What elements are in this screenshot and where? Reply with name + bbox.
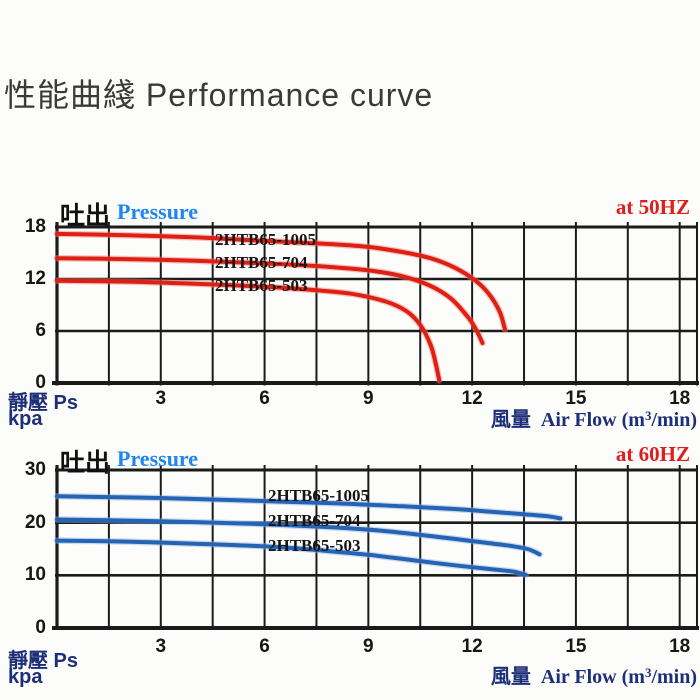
curve-2HTB65-503-50hz <box>55 278 442 383</box>
y-tick-label-50hz: 12 <box>24 267 46 289</box>
curve-2HTB65-1005-50hz <box>55 231 507 332</box>
airflow-cjk: 風量 <box>490 666 531 688</box>
series-label-2HTB65-503-50hz: 2HTB65-503 <box>215 276 308 295</box>
airflow-pre: Air Flow (m <box>540 666 645 688</box>
static-pressure-label-60hz: 靜壓 Ps <box>8 650 79 672</box>
pressure-label-en-60hz: Pressure <box>117 446 199 471</box>
series-label-2HTB65-704-50hz: 2HTB65-704 <box>215 253 308 272</box>
x-tick-label-50hz: 6 <box>259 388 270 409</box>
y-tick-label-50hz: 6 <box>35 319 46 341</box>
airflow-post: /min) <box>651 409 697 431</box>
curve-2HTB65-1005-60hz <box>55 494 563 521</box>
series-label-2HTB65-1005-50hz: 2HTB65-1005 <box>215 230 317 249</box>
series-label-2HTB65-503-60hz: 2HTB65-503 <box>268 536 361 555</box>
static-pressure-label-50hz: 靜壓 Ps <box>8 392 79 414</box>
pressure-label-en-50hz: Pressure <box>117 199 199 224</box>
pressure-label-cjk-50hz: 吐出 <box>60 202 111 230</box>
airflow-axis-label-60hz: 風量 Air Flow (m3/min) <box>491 660 697 689</box>
y-tick-label-60hz: 10 <box>24 564 46 586</box>
curve-2HTB65-704-60hz <box>55 517 542 557</box>
y-tick-label-50hz: 18 <box>24 215 46 237</box>
x-tick-label-60hz: 18 <box>669 636 691 657</box>
kpa-unit-label-50hz: kpa <box>8 408 43 430</box>
series-label-2HTB65-1005-60hz: 2HTB65-1005 <box>268 486 370 505</box>
x-tick-label-50hz: 9 <box>363 388 374 409</box>
frequency-label-60hz: at 60HZ <box>615 442 690 466</box>
pressure-label-cjk-60hz: 吐出 <box>60 449 111 477</box>
x-tick-label-50hz: 15 <box>565 388 587 409</box>
kpa-unit-label-60hz: kpa <box>8 666 43 688</box>
x-tick-label-60hz: 3 <box>155 636 167 657</box>
airflow-pre: Air Flow (m <box>540 409 645 431</box>
x-tick-label-60hz: 12 <box>461 636 483 657</box>
x-tick-label-50hz: 18 <box>669 388 691 409</box>
x-tick-label-50hz: 3 <box>155 388 167 409</box>
x-tick-label-60hz: 6 <box>259 636 270 657</box>
y-tick-label-60hz: 0 <box>35 617 46 638</box>
y-tick-label-60hz: 30 <box>24 458 46 480</box>
curve-2HTB65-704-50hz <box>55 256 485 346</box>
x-tick-label-60hz: 9 <box>363 636 374 657</box>
y-tick-label-50hz: 0 <box>35 372 46 393</box>
frequency-label-50hz: at 50HZ <box>615 195 690 219</box>
y-tick-label-60hz: 20 <box>24 511 46 533</box>
airflow-cjk: 風量 <box>490 409 531 431</box>
x-tick-label-50hz: 12 <box>461 388 483 409</box>
airflow-sup: 3 <box>644 665 652 680</box>
page-title: 性能曲綫 Performance curve <box>4 77 434 113</box>
airflow-axis-label-50hz: 風量 Air Flow (m3/min) <box>491 403 697 432</box>
series-label-2HTB65-704-60hz: 2HTB65-704 <box>268 511 361 530</box>
curve-2HTB65-503-60hz <box>55 538 528 577</box>
airflow-sup: 3 <box>644 408 652 423</box>
x-tick-label-60hz: 15 <box>565 636 587 657</box>
airflow-post: /min) <box>651 666 697 688</box>
